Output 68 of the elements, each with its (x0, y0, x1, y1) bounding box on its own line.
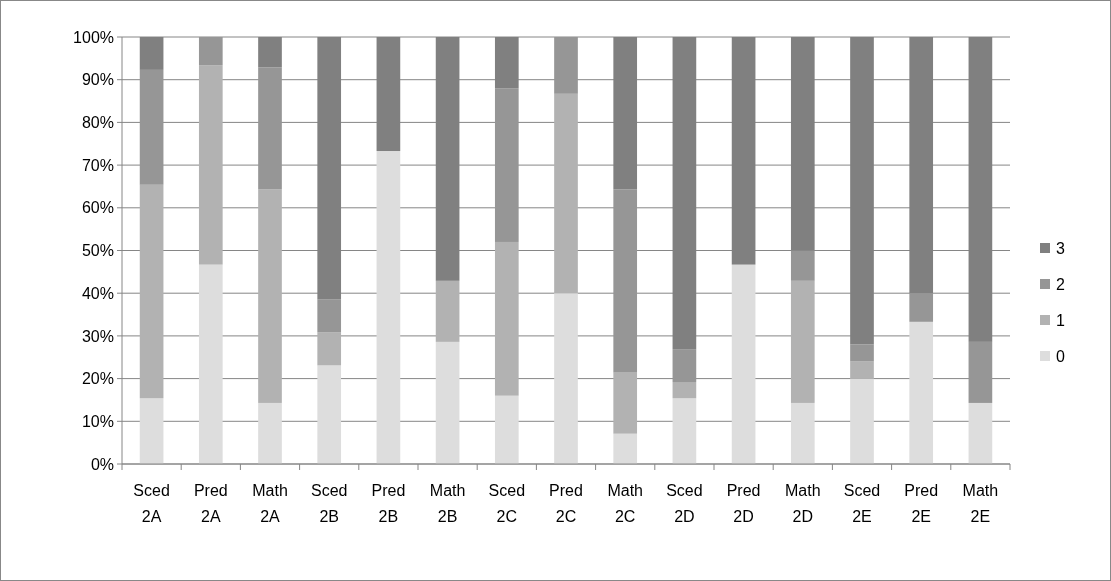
bar (258, 67, 282, 190)
bar (139, 69, 164, 185)
legend-label: 1 (1056, 311, 1065, 329)
bar (613, 433, 638, 464)
bar (435, 280, 460, 342)
bar (554, 37, 578, 94)
y-tick-label: 0% (90, 455, 114, 473)
bar (554, 293, 578, 464)
bar (790, 280, 815, 403)
bar (435, 341, 460, 464)
bar (672, 382, 697, 399)
bar (613, 372, 638, 434)
bar (968, 402, 993, 464)
bar (909, 321, 934, 464)
bar (850, 344, 874, 362)
y-tick-label: 50% (81, 242, 114, 260)
x-tick-label: Pred 2E (904, 482, 939, 525)
x-tick-label: Sced 2A (133, 482, 170, 525)
x-tick-label: Math 2A (252, 482, 288, 525)
y-tick-label: 10% (81, 412, 114, 430)
legend-label: 0 (1056, 347, 1065, 365)
bar (139, 184, 164, 399)
legend-label: 2 (1056, 275, 1065, 293)
bar (790, 250, 815, 281)
bar (850, 361, 874, 379)
bar (672, 398, 697, 464)
x-tick-label: Sced 2C (488, 482, 526, 525)
bar (258, 402, 282, 464)
bar (376, 151, 401, 464)
y-tick-label: 70% (81, 156, 114, 174)
bar (494, 241, 519, 396)
bar (968, 341, 993, 403)
bar (198, 264, 223, 464)
bar (317, 365, 342, 464)
x-tick-label: Pred 2B (371, 482, 406, 525)
bar (494, 88, 519, 242)
bar (850, 378, 874, 464)
bar (258, 189, 282, 403)
bar (317, 299, 342, 333)
bar (909, 293, 934, 322)
legend-label: 3 (1056, 239, 1065, 257)
x-tick-label: Math 2E (962, 482, 999, 525)
y-tick-label: 90% (81, 71, 114, 89)
bar (139, 398, 164, 464)
y-tick-label: 20% (81, 370, 114, 388)
x-tick-label: Pred 2D (726, 482, 761, 525)
y-tick-label: 30% (81, 327, 114, 345)
bar (672, 349, 697, 383)
bar (554, 93, 578, 294)
x-tick-label: Math 2C (607, 482, 643, 525)
y-tick-label: 100% (73, 28, 114, 46)
x-tick-label: Math 2D (785, 482, 821, 525)
bar (494, 395, 519, 464)
x-tick-label: Sced 2B (310, 482, 348, 525)
bar (790, 402, 815, 464)
x-tick-label: Pred 2C (549, 482, 583, 525)
x-tick-label: Pred 2A (193, 482, 228, 525)
y-tick-label: 60% (81, 199, 114, 217)
bar (317, 332, 342, 366)
y-tick-label: 80% (81, 114, 114, 131)
x-tick-label: Sced 2E (843, 482, 881, 525)
bar (198, 65, 223, 265)
y-tick-label: 40% (81, 284, 114, 302)
x-tick-label: Math 2B (429, 482, 466, 525)
bar (198, 37, 223, 66)
bar (613, 189, 638, 373)
x-tick-label: Sced 2D (666, 482, 703, 525)
bar (731, 264, 756, 464)
